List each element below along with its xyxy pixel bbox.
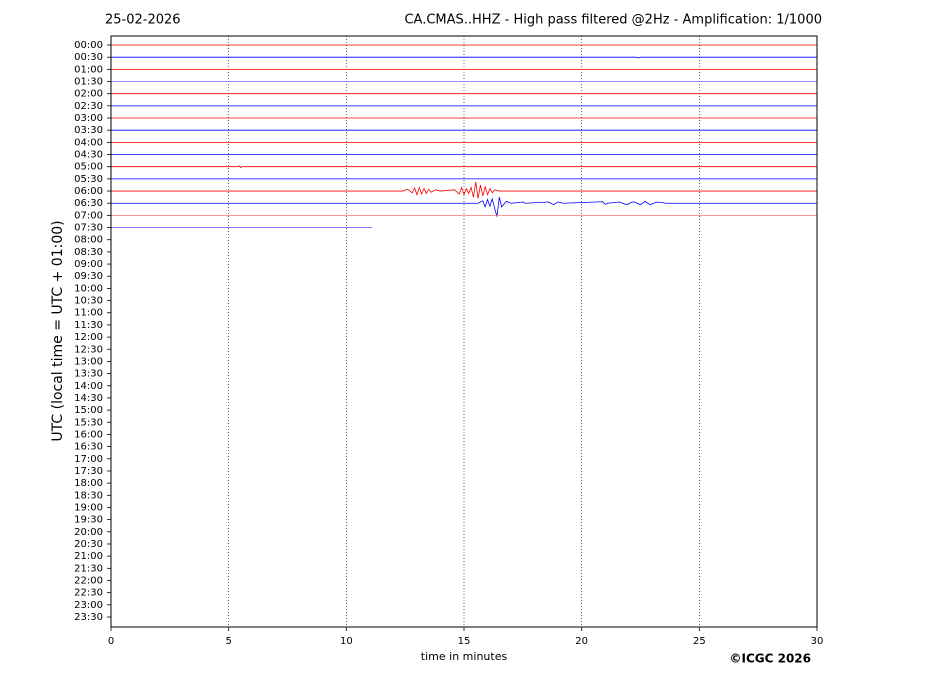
y-tick-label: 12:30 xyxy=(74,344,103,355)
y-tick-label: 20:00 xyxy=(74,527,103,538)
y-tick-label: 09:00 xyxy=(74,259,103,270)
y-tick-label: 02:30 xyxy=(74,101,103,112)
y-tick-label: 15:00 xyxy=(74,405,103,416)
y-tick-label: 01:30 xyxy=(74,77,103,88)
copyright: ©ICGC 2026 xyxy=(729,652,811,666)
y-tick-label: 22:30 xyxy=(74,588,103,599)
y-tick-label: 23:00 xyxy=(74,600,103,611)
y-tick-label: 19:30 xyxy=(74,515,103,526)
x-axis-label: time in minutes xyxy=(421,650,508,663)
y-tick-label: 13:30 xyxy=(74,369,103,380)
x-tick-label: 20 xyxy=(575,636,588,647)
y-axis-label: UTC (local time = UTC + 01:00) xyxy=(50,220,66,441)
y-tick-label: 10:00 xyxy=(74,283,103,294)
y-tick-label: 06:00 xyxy=(74,186,103,197)
trace xyxy=(111,197,817,217)
y-tick-label: 00:30 xyxy=(74,52,103,63)
y-tick-label: 22:00 xyxy=(74,575,103,586)
y-tick-label: 02:00 xyxy=(74,89,103,100)
y-tick-label: 03:00 xyxy=(74,113,103,124)
y-tick-label: 20:30 xyxy=(74,539,103,550)
x-tick-label: 0 xyxy=(108,636,114,647)
y-tick-label: 13:00 xyxy=(74,356,103,367)
y-tick-label: 17:00 xyxy=(74,454,103,465)
x-tick-label: 5 xyxy=(225,636,231,647)
y-tick-label: 00:00 xyxy=(74,40,103,51)
y-tick-label: 11:30 xyxy=(74,320,103,331)
y-tick-label: 18:30 xyxy=(74,490,103,501)
y-tick-label: 11:00 xyxy=(74,308,103,319)
y-tick-label: 16:30 xyxy=(74,442,103,453)
chart-title: CA.CMAS..HHZ - High pass filtered @2Hz -… xyxy=(404,13,822,28)
x-tick-label: 10 xyxy=(340,636,353,647)
y-tick-label: 21:00 xyxy=(74,551,103,562)
y-tick-label: 08:30 xyxy=(74,247,103,258)
y-tick-label: 06:30 xyxy=(74,198,103,209)
y-tick-label: 15:30 xyxy=(74,417,103,428)
y-tick-label: 09:30 xyxy=(74,271,103,282)
y-tick-label: 03:30 xyxy=(74,125,103,136)
y-tick-label: 17:30 xyxy=(74,466,103,477)
trace xyxy=(111,181,817,199)
x-tick-label: 15 xyxy=(458,636,471,647)
y-tick-label: 16:00 xyxy=(74,429,103,440)
y-tick-label: 07:30 xyxy=(74,223,103,234)
y-tick-label: 07:00 xyxy=(74,210,103,221)
y-tick-label: 05:00 xyxy=(74,162,103,173)
y-tick-label: 12:00 xyxy=(74,332,103,343)
y-tick-label: 01:00 xyxy=(74,64,103,75)
y-tick-label: 10:30 xyxy=(74,296,103,307)
y-tick-label: 14:30 xyxy=(74,393,103,404)
y-tick-label: 04:00 xyxy=(74,137,103,148)
y-tick-label: 18:00 xyxy=(74,478,103,489)
trace xyxy=(111,165,817,169)
y-tick-label: 23:30 xyxy=(74,612,103,623)
y-tick-label: 21:30 xyxy=(74,563,103,574)
y-tick-label: 08:00 xyxy=(74,235,103,246)
y-tick-label: 04:30 xyxy=(74,150,103,161)
date: 25-02-2026 xyxy=(105,13,181,28)
y-tick-label: 14:00 xyxy=(74,381,103,392)
x-tick-label: 30 xyxy=(811,636,824,647)
y-tick-label: 05:30 xyxy=(74,174,103,185)
plot-frame xyxy=(110,35,818,628)
x-tick-label: 25 xyxy=(693,636,706,647)
trace xyxy=(111,56,817,59)
y-tick-label: 19:00 xyxy=(74,502,103,513)
